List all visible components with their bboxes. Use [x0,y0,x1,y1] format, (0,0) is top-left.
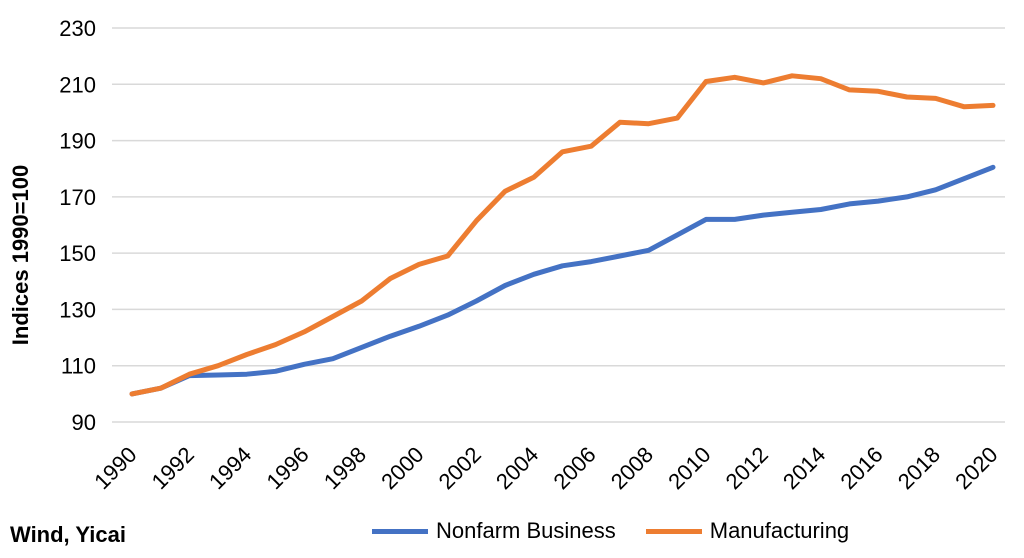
x-tick-label: 2008 [606,442,658,494]
legend-swatch-manufacturing [645,528,702,534]
x-tick-label: 1994 [204,442,256,494]
x-tick-label: 2000 [376,442,428,494]
x-tick-label: 2018 [893,442,945,494]
series-line-manufacturing [129,73,996,397]
series-lines [129,73,996,397]
source-note: Wind, Yicai [10,522,126,547]
x-tick-label: 1990 [89,442,141,494]
x-tick-label: 2010 [663,442,715,494]
legend-label-nonfarm-business: Nonfarm Business [436,518,616,543]
x-tick-label: 2014 [778,442,830,494]
legend-label-manufacturing: Manufacturing [709,518,850,543]
x-tick-label: 2002 [434,442,486,494]
x-axis-ticks: 1990 1992 1994 1996 1998 2000 2002 2004 2006 2008… [89,442,1002,494]
y-tick-label: 130 [59,297,96,322]
y-tick-label: 170 [59,185,96,210]
y-tick-label: 90 [72,410,96,435]
x-tick-label: 2004 [491,442,543,494]
x-tick-label: 1998 [319,442,371,494]
y-tick-label: 150 [59,241,96,266]
x-tick-label: 1996 [261,442,313,494]
y-tick-label: 190 [59,129,96,154]
x-tick-label: 2006 [548,442,600,494]
legend-swatch-nonfarm-business [372,528,428,534]
y-tick-label: 110 [61,354,96,379]
x-tick-label: 2012 [721,442,773,494]
y-axis-label: Indices 1990=100 [8,165,33,345]
series-line-nonfarm-business [129,164,996,397]
y-tick-label: 210 [59,72,96,97]
y-tick-label: 230 [59,16,96,41]
legend-item-nonfarm-business: Nonfarm Business [372,518,616,544]
legend-item-manufacturing: Manufacturing [645,518,850,544]
x-tick-label: 1992 [147,442,199,494]
legend: Nonfarm Business Manufacturing [372,518,849,544]
gridlines [112,27,1005,423]
x-tick-label: 2020 [950,442,1002,494]
x-tick-label: 2016 [835,442,887,494]
y-axis-ticks: 90 110 130 150 170 190 210 230 [59,16,96,435]
